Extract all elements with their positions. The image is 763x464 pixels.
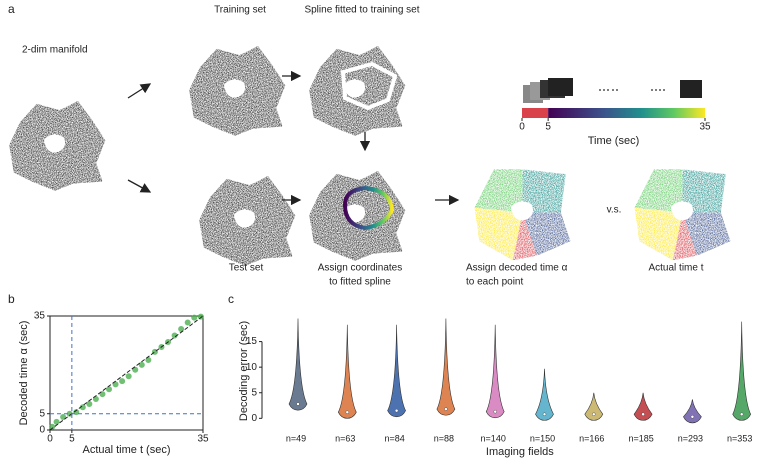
violin xyxy=(288,318,308,411)
violin xyxy=(337,324,357,419)
training-cloud xyxy=(189,46,285,136)
point xyxy=(184,319,191,326)
x-tick-label: n=49 xyxy=(286,433,306,443)
point xyxy=(145,356,152,363)
label: 2-dim manifold xyxy=(22,45,88,56)
y-axis-label: Decoding error (sec) xyxy=(238,321,250,421)
point xyxy=(99,391,106,398)
y-tick-label: 5 xyxy=(251,387,257,398)
test-cloud xyxy=(199,176,295,266)
panel-label: a xyxy=(8,2,15,16)
x-tick-label: n=63 xyxy=(335,433,355,443)
label: Training set xyxy=(214,5,266,16)
panel-label: b xyxy=(8,292,15,306)
point xyxy=(53,418,60,425)
label: Assign coordinates xyxy=(318,263,403,274)
violin xyxy=(436,318,456,416)
median xyxy=(444,407,448,411)
label: Actual time t xyxy=(648,263,703,274)
x-tick-label: n=88 xyxy=(434,433,454,443)
median xyxy=(740,412,744,416)
colorbar-red xyxy=(522,108,549,118)
point xyxy=(125,373,132,380)
median xyxy=(592,412,596,416)
x-tick-label: 5 xyxy=(69,434,75,445)
y-tick-label: 5 xyxy=(39,408,45,419)
x-tick-label: n=185 xyxy=(628,433,653,443)
label: Spline fitted to training set xyxy=(304,5,419,16)
point xyxy=(86,400,93,407)
point xyxy=(106,386,113,393)
point xyxy=(49,423,56,430)
point xyxy=(66,410,73,417)
point xyxy=(79,404,86,411)
label: to fitted spline xyxy=(329,277,391,288)
point xyxy=(178,326,185,333)
plot-frame xyxy=(49,315,204,431)
violin xyxy=(535,368,554,421)
violin xyxy=(683,399,702,424)
spline xyxy=(340,61,398,111)
y-tick-label: 35 xyxy=(34,311,46,322)
label: Assign decoded time α xyxy=(466,263,568,274)
x-tick-label: n=166 xyxy=(579,433,604,443)
manifold-cloud xyxy=(9,101,105,191)
point xyxy=(119,378,126,385)
x-tick-label: 35 xyxy=(197,434,209,445)
violin xyxy=(387,324,406,418)
x-axis-label: Actual time t (sec) xyxy=(82,444,170,456)
colored-spline xyxy=(343,185,395,231)
point xyxy=(60,413,67,420)
y-axis-label: Decoded time α (sec) xyxy=(18,321,30,426)
x-tick-label: 0 xyxy=(47,434,53,445)
actual-cloud xyxy=(635,169,731,260)
median xyxy=(690,415,695,419)
point xyxy=(112,381,119,388)
x-tick-label: n=150 xyxy=(530,433,555,443)
point xyxy=(138,361,145,368)
violin xyxy=(584,392,604,421)
assign-cloud xyxy=(309,171,405,261)
colorbar-tick-label: 5 xyxy=(545,122,551,133)
diagonal xyxy=(49,315,204,431)
point xyxy=(197,313,204,320)
median xyxy=(542,412,547,416)
panel-label: c xyxy=(228,292,234,306)
colorbar-gradient xyxy=(548,108,705,118)
colorbar-tick-label: 0 xyxy=(519,122,525,133)
median xyxy=(394,408,399,413)
colorbar-label: Time (sec) xyxy=(588,135,640,147)
point xyxy=(92,396,99,403)
median xyxy=(641,412,645,416)
y-tick-label: 15 xyxy=(246,336,258,347)
x-tick-label: n=293 xyxy=(678,433,703,443)
median xyxy=(493,409,497,414)
median xyxy=(345,410,349,414)
label: to each point xyxy=(466,277,523,288)
y-tick-label: 0 xyxy=(39,425,45,436)
point xyxy=(171,332,178,339)
violin xyxy=(633,392,653,421)
label: v.s. xyxy=(607,205,622,216)
frame-stack xyxy=(523,78,702,103)
point xyxy=(132,366,139,373)
y-tick-label: 10 xyxy=(246,362,258,373)
median xyxy=(296,402,300,406)
point xyxy=(191,314,198,321)
decoded-cloud xyxy=(475,169,571,260)
violin xyxy=(485,324,505,419)
colorbar-tick-label: 35 xyxy=(699,122,711,133)
x-tick-label: n=84 xyxy=(384,433,404,443)
label: Test set xyxy=(229,263,264,274)
arrows xyxy=(127,70,460,206)
y-tick-label: 0 xyxy=(251,413,257,424)
x-tick-label: n=353 xyxy=(727,433,752,443)
x-tick-label: n=140 xyxy=(481,433,506,443)
panel-a: 2-dim manifold Training set Spline fitte… xyxy=(9,5,730,288)
violin xyxy=(732,321,752,421)
x-axis-label: Imaging fields xyxy=(486,446,554,458)
